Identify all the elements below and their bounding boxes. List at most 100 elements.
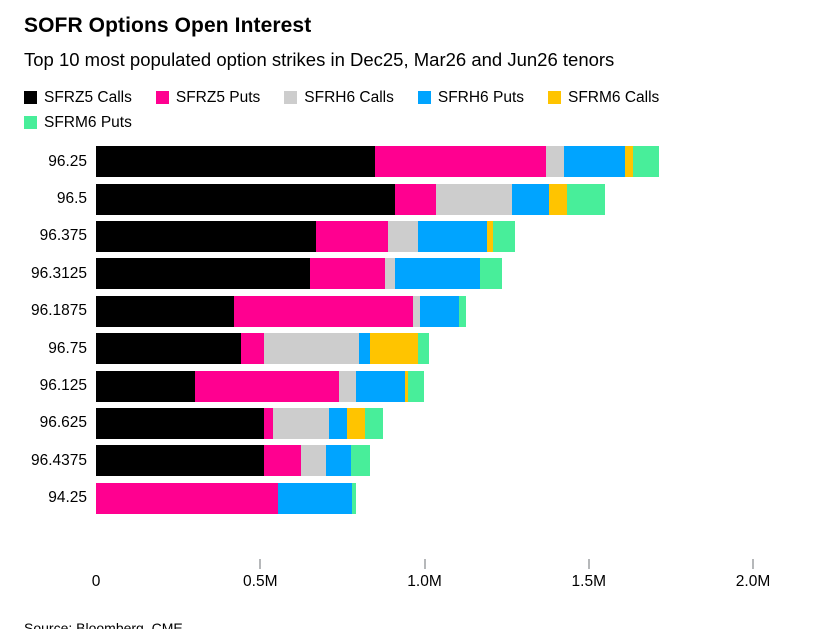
bar-segment-sfrz5-puts — [263, 407, 274, 439]
strike-label: 96.375 — [39, 227, 87, 245]
legend-item: SFRZ5 Puts — [155, 86, 261, 109]
bar-row: 96.4375 — [24, 442, 795, 479]
legend-swatch-icon — [417, 91, 431, 104]
bar-segment-sfrz5-calls — [96, 183, 395, 215]
bar-row: 96.125 — [24, 367, 795, 404]
bar-segment-sfrh6-calls — [546, 146, 565, 178]
strike-label: 96.75 — [48, 339, 87, 357]
strike-label: 96.4375 — [30, 451, 87, 469]
bar-row: 96.1875 — [24, 293, 795, 330]
bar-segment-sfrz5-puts — [309, 258, 386, 290]
bar-segment-sfrm6-calls — [549, 183, 568, 215]
bar-segment-sfrz5-calls — [96, 295, 234, 327]
bar-segment-sfrh6-calls — [385, 258, 395, 290]
bar-segment-sfrm6-puts — [352, 482, 356, 514]
bar-segment-sfrm6-puts — [493, 220, 515, 252]
bar-segment-sfrz5-puts — [96, 482, 279, 514]
legend-swatch-icon — [24, 91, 37, 104]
legend-item-label: SFRM6 Calls — [568, 89, 660, 106]
strike-label: 96.125 — [39, 377, 87, 395]
bar-row: 96.375 — [24, 218, 795, 255]
bar-segment-sfrm6-puts — [458, 295, 466, 327]
bar-segment-sfrz5-puts — [194, 370, 340, 402]
legend-item: SFRH6 Calls — [284, 86, 394, 109]
bar-segment-sfrz5-calls — [96, 407, 264, 439]
bar-track — [96, 183, 753, 215]
bar-track — [96, 146, 753, 178]
bar-segment-sfrh6-puts — [511, 183, 550, 215]
bar-segment-sfrh6-puts — [325, 445, 351, 477]
bar-segment-sfrm6-puts — [365, 407, 384, 439]
bar-track — [96, 295, 753, 327]
x-axis-tick — [424, 558, 425, 569]
legend: SFRZ5 Calls SFRZ5 Puts SFRH6 Calls SFRH6 Pu… — [24, 86, 724, 134]
bar-segment-sfrm6-puts — [633, 146, 660, 178]
bar-segment-sfrm6-puts — [350, 445, 371, 477]
legend-item: SFRH6 Puts — [417, 86, 524, 109]
strike-label: 96.3125 — [30, 264, 87, 282]
bar-segment-sfrh6-calls — [413, 295, 420, 327]
bar-segment-sfrm6-calls — [347, 407, 366, 439]
bar-segment-sfrz5-calls — [96, 220, 317, 252]
bar-track — [96, 333, 753, 365]
bar-segment-sfrh6-puts — [358, 333, 371, 365]
bar-track — [96, 220, 753, 252]
bar-segment-sfrz5-puts — [316, 220, 389, 252]
legend-item-label: SFRH6 Calls — [304, 89, 394, 106]
strike-label: 96.25 — [48, 152, 87, 170]
bar-track — [96, 258, 753, 290]
bar-segment-sfrz5-calls — [96, 333, 241, 365]
bar-segment-sfrh6-puts — [417, 220, 487, 252]
bar-segment-sfrh6-puts — [355, 370, 405, 402]
x-axis-tick-label: 1.5M — [571, 572, 606, 590]
strike-label: 94.25 — [48, 489, 87, 507]
bar-segment-sfrz5-calls — [96, 445, 264, 477]
strike-label: 96.1875 — [30, 302, 87, 320]
legend-swatch-icon — [548, 91, 561, 104]
legend-swatch-icon — [284, 91, 298, 104]
bar-segment-sfrh6-puts — [278, 482, 353, 514]
bar-segment-sfrm6-calls — [404, 370, 409, 402]
bar-segment-sfrz5-puts — [233, 295, 413, 327]
strike-label: 96.5 — [56, 190, 87, 208]
bar-segment-sfrh6-calls — [339, 370, 356, 402]
legend-item: SFRM6 Calls — [548, 86, 659, 109]
bar-segment-sfrh6-calls — [435, 183, 512, 215]
legend-item-label: SFRH6 Puts — [437, 89, 524, 106]
legend-item: SFRM6 Puts — [24, 111, 132, 134]
legend-item: SFRZ5 Calls — [24, 86, 132, 109]
bar-segment-sfrm6-puts — [417, 333, 430, 365]
bar-row: 96.3125 — [24, 255, 795, 292]
legend-item-label: SFRZ5 Puts — [175, 89, 261, 106]
x-axis: 0 0.5M 1.0M 1.5M 2.0M — [92, 558, 770, 617]
x-axis-tick — [588, 558, 590, 569]
source-note: Source: Bloomberg, CME — [24, 619, 183, 629]
strike-label: 96.625 — [39, 414, 87, 432]
bar-row: 96.625 — [24, 405, 795, 442]
legend-swatch-icon — [24, 116, 37, 129]
x-axis-tick — [259, 558, 261, 569]
bar-segment-sfrh6-calls — [273, 407, 330, 439]
bar-segment-sfrm6-calls — [486, 220, 494, 252]
bar-track — [96, 482, 753, 514]
x-axis-tick-label: 2.0M — [735, 572, 771, 590]
bar-track — [96, 370, 753, 402]
bar-row: 96.25 — [24, 143, 795, 180]
legend-swatch-icon — [155, 91, 169, 104]
bar-segment-sfrz5-puts — [394, 183, 436, 215]
bar-segment-sfrh6-puts — [329, 407, 348, 439]
bar-segment-sfrz5-puts — [375, 146, 547, 178]
bar-segment-sfrm6-puts — [480, 258, 502, 290]
bar-segment-sfrh6-puts — [394, 258, 481, 290]
bar-segment-sfrm6-puts — [408, 370, 425, 402]
bar-chart: 96.25 96.5 96.375 96.3125 96.1875 96.75 96.125… — [24, 143, 795, 517]
bar-segment-sfrm6-calls — [624, 146, 634, 178]
bar-segment-sfrz5-calls — [96, 370, 195, 402]
chart-subtitle: Top 10 most populated option strikes in … — [24, 49, 615, 70]
bar-segment-sfrz5-calls — [96, 258, 310, 290]
x-axis-tick-label: 0.5M — [243, 572, 278, 590]
bar-track — [96, 445, 753, 477]
bar-segment-sfrh6-puts — [564, 146, 625, 178]
bar-track — [96, 407, 753, 439]
